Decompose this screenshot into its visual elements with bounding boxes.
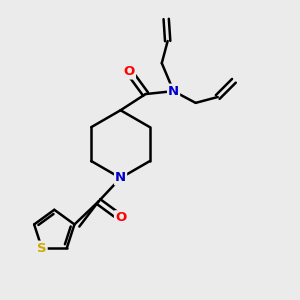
Text: S: S	[37, 242, 47, 255]
Text: N: N	[168, 85, 179, 98]
Text: O: O	[124, 65, 135, 79]
Text: N: N	[115, 172, 126, 184]
Text: O: O	[115, 211, 126, 224]
